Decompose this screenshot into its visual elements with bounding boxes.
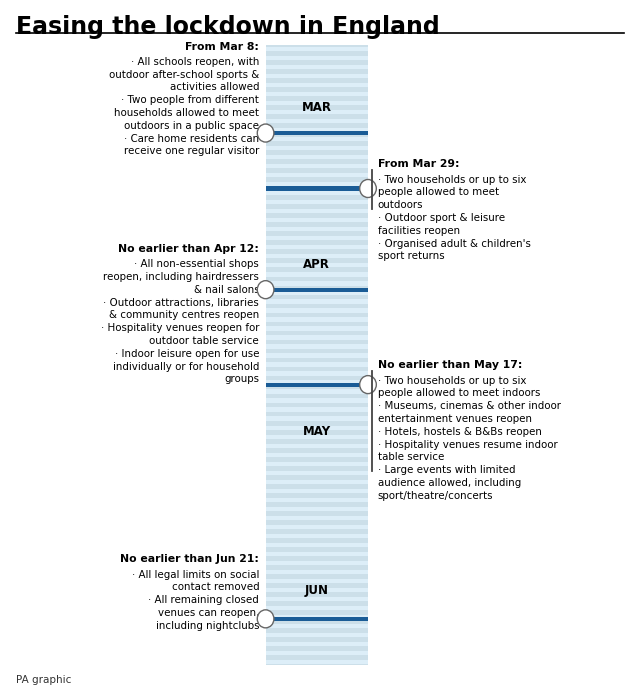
Bar [266, 435, 368, 439]
Bar [266, 552, 368, 556]
Circle shape [360, 376, 376, 394]
Bar [266, 416, 368, 421]
Text: JUN: JUN [305, 584, 329, 597]
Bar [266, 617, 368, 621]
Bar [266, 480, 368, 484]
Bar [266, 83, 368, 87]
Bar [266, 489, 368, 493]
Bar [266, 624, 368, 628]
Bar [266, 308, 368, 313]
Bar [266, 290, 368, 295]
Bar [266, 371, 368, 376]
Text: MAR: MAR [302, 101, 332, 114]
Bar [266, 191, 368, 195]
Text: No earlier than Apr 12:: No earlier than Apr 12: [118, 244, 259, 254]
Text: MAY: MAY [303, 425, 331, 437]
Bar [266, 335, 368, 340]
Bar [266, 236, 368, 240]
Bar [266, 426, 368, 430]
Circle shape [257, 610, 274, 628]
Text: · All non-essential shops
reopen, including hairdressers
& nail salons
· Outdoor: · All non-essential shops reopen, includ… [100, 259, 259, 385]
Bar [266, 471, 368, 475]
Text: APR: APR [303, 258, 330, 271]
Bar [266, 146, 368, 150]
Text: Easing the lockdown in England: Easing the lockdown in England [16, 15, 440, 40]
Bar [266, 137, 368, 141]
Bar [266, 272, 368, 277]
Bar [266, 389, 368, 394]
Bar [266, 227, 368, 231]
Bar [266, 131, 368, 135]
Bar [266, 182, 368, 186]
Bar [266, 200, 368, 204]
Bar [266, 254, 368, 258]
Bar [266, 128, 368, 132]
Bar [266, 119, 368, 123]
Bar [266, 543, 368, 547]
Bar [266, 299, 368, 304]
Bar [266, 561, 368, 565]
Bar [266, 344, 368, 349]
Bar [266, 444, 368, 448]
Bar [266, 164, 368, 168]
Bar [266, 281, 368, 286]
Bar [266, 642, 368, 646]
Bar [266, 317, 368, 322]
Text: · Two households or up to six
people allowed to meet
outdoors
· Outdoor sport & : · Two households or up to six people all… [378, 175, 531, 261]
Bar [266, 398, 368, 403]
Bar [266, 453, 368, 457]
Bar [266, 633, 368, 637]
Bar [266, 47, 368, 51]
Text: No earlier than Jun 21:: No earlier than Jun 21: [120, 554, 259, 564]
Bar [266, 407, 368, 412]
Bar [266, 588, 368, 592]
Bar [266, 362, 368, 367]
Bar [266, 606, 368, 610]
Bar [266, 326, 368, 331]
Circle shape [360, 179, 376, 198]
Bar [266, 380, 368, 385]
Bar [266, 45, 368, 665]
Bar [266, 597, 368, 601]
Bar [266, 65, 368, 69]
Bar [266, 101, 368, 105]
Text: From Mar 8:: From Mar 8: [186, 42, 259, 51]
Bar [266, 209, 368, 213]
Text: · All legal limits on social
contact removed
· All remaining closed
venues can r: · All legal limits on social contact rem… [132, 570, 259, 631]
Bar [266, 615, 368, 619]
Text: · All schools reopen, with
outdoor after-school sports &
activities allowed
· Tw: · All schools reopen, with outdoor after… [109, 57, 259, 157]
Bar [266, 383, 368, 387]
Bar [266, 462, 368, 466]
Bar [266, 186, 368, 191]
Bar [266, 660, 368, 664]
Bar [266, 74, 368, 78]
Bar [266, 651, 368, 655]
Bar [266, 525, 368, 529]
Bar [266, 507, 368, 511]
Bar [266, 534, 368, 538]
Bar [266, 570, 368, 574]
Bar [266, 92, 368, 96]
Bar [266, 155, 368, 159]
Text: No earlier than May 17:: No earlier than May 17: [378, 360, 522, 370]
Bar [266, 353, 368, 358]
Text: · Two households or up to six
people allowed to meet indoors
· Museums, cinemas : · Two households or up to six people all… [378, 376, 561, 501]
Circle shape [257, 281, 274, 299]
Bar [266, 110, 368, 114]
Text: From Mar 29:: From Mar 29: [378, 159, 459, 169]
Bar [266, 516, 368, 520]
Bar [266, 498, 368, 502]
Bar [266, 218, 368, 222]
Text: PA graphic: PA graphic [16, 675, 72, 685]
Bar [266, 263, 368, 267]
Bar [266, 245, 368, 249]
Bar [266, 173, 368, 177]
Bar [266, 56, 368, 60]
Bar [266, 288, 368, 292]
Bar [266, 579, 368, 583]
Circle shape [257, 124, 274, 142]
